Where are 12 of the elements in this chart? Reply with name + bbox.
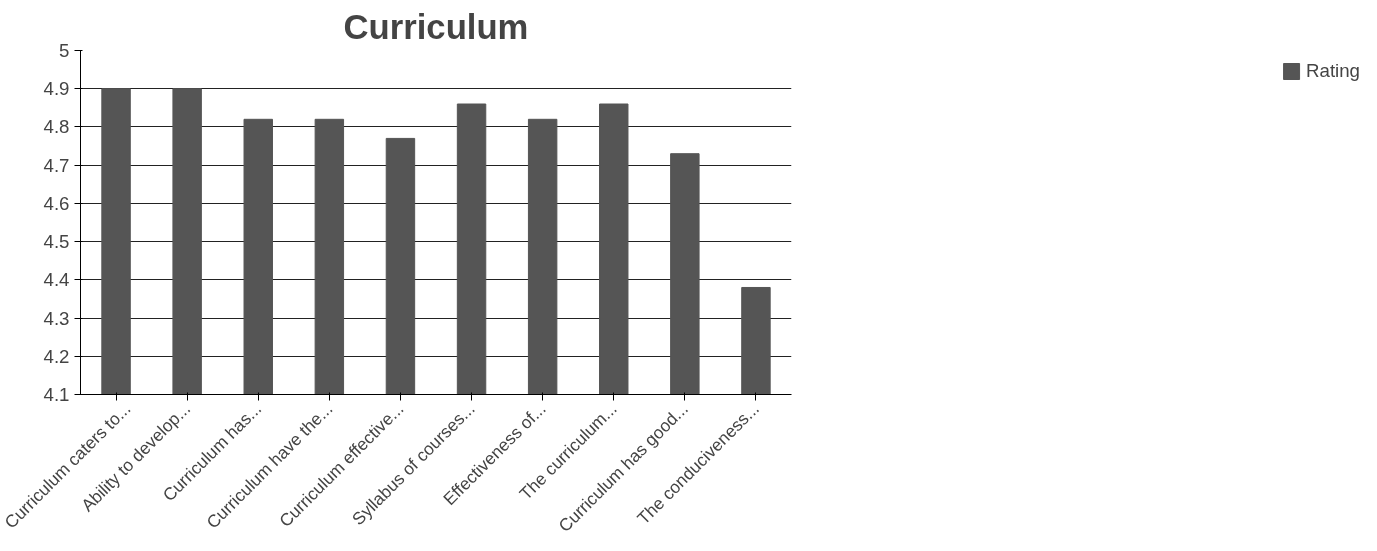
y-tick-label: 4.1 xyxy=(43,384,70,405)
y-tick-label: 4.6 xyxy=(43,192,70,214)
y-tick-label: 4.7 xyxy=(43,154,70,176)
y-tick-label: 4.9 xyxy=(43,78,70,100)
legend-label: Rating xyxy=(1306,60,1360,82)
y-tick-label: 4.2 xyxy=(43,345,70,367)
y-tick-label: 4.8 xyxy=(43,116,70,138)
y-tick-label: 4.3 xyxy=(43,307,70,329)
y-tick-label: 4.5 xyxy=(43,231,70,253)
y-tick-label: 5 xyxy=(59,40,70,61)
chart-title: Curriculum xyxy=(343,7,529,46)
y-tick-label: 4.4 xyxy=(43,269,70,291)
